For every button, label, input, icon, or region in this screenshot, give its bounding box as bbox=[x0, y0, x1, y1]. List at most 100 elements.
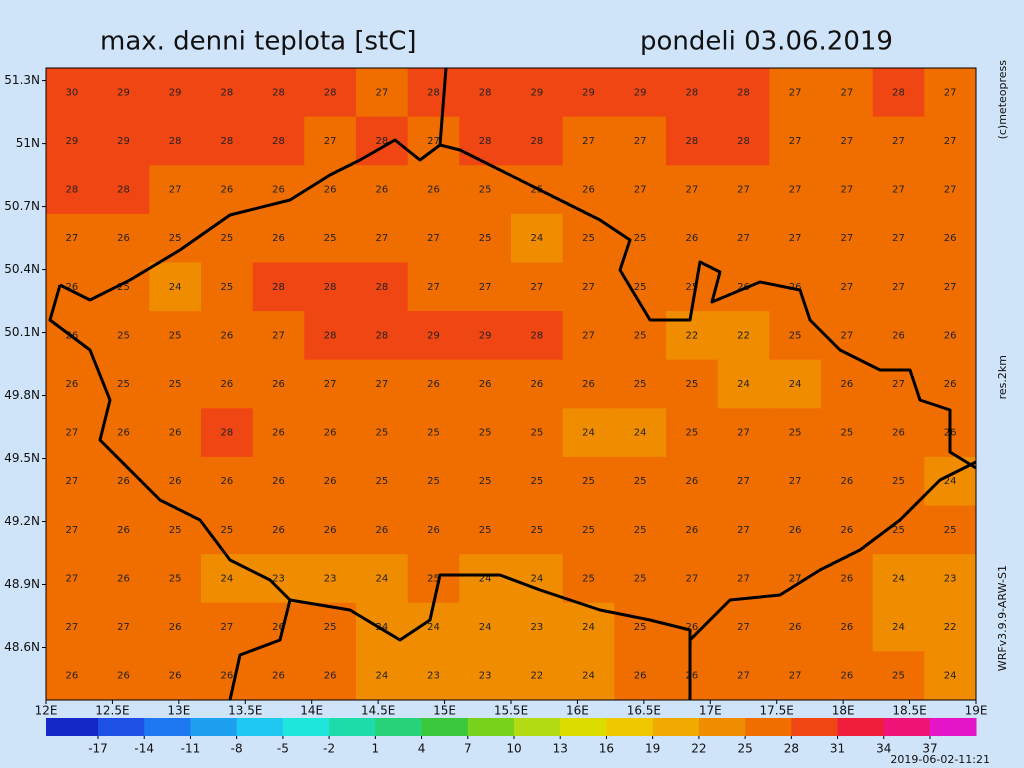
cell-label: 27 bbox=[840, 330, 853, 341]
temperature-cell bbox=[821, 262, 874, 312]
cell-label: 27 bbox=[840, 233, 853, 244]
colorbar-segment bbox=[606, 718, 654, 736]
temperature-cell bbox=[511, 602, 564, 652]
cell-label: 26 bbox=[840, 525, 853, 536]
colorbar-segment bbox=[698, 718, 746, 736]
cell-label: 29 bbox=[117, 87, 130, 98]
cell-label: 27 bbox=[65, 428, 78, 439]
temperature-cell bbox=[252, 456, 305, 507]
cell-label: 27 bbox=[65, 476, 78, 487]
temperature-cell bbox=[562, 554, 615, 604]
cell-label: 26 bbox=[117, 428, 130, 439]
temperature-cell bbox=[666, 68, 719, 118]
temperature-cell bbox=[149, 408, 202, 458]
temperature-cell bbox=[614, 505, 667, 555]
cell-label: 28 bbox=[685, 87, 698, 98]
temperature-cell bbox=[459, 68, 512, 118]
cell-label: 27 bbox=[65, 233, 78, 244]
temperature-cell bbox=[614, 408, 667, 458]
cell-label: 26 bbox=[789, 282, 802, 293]
cell-label: 26 bbox=[169, 671, 182, 682]
cell-label: 26 bbox=[272, 622, 285, 633]
temperature-cell bbox=[459, 116, 512, 166]
x-tick-label: 19E bbox=[965, 704, 988, 718]
cell-label: 25 bbox=[789, 428, 802, 439]
temperature-cell bbox=[97, 213, 150, 263]
temperature-cell bbox=[614, 651, 667, 701]
temperature-cell bbox=[872, 262, 925, 312]
cell-label: 23 bbox=[427, 671, 440, 682]
temperature-cell bbox=[769, 213, 822, 263]
cell-label: 26 bbox=[789, 622, 802, 633]
cell-label: 26 bbox=[169, 476, 182, 487]
cell-label: 25 bbox=[892, 476, 905, 487]
cell-label: 27 bbox=[582, 282, 595, 293]
cell-label: 26 bbox=[840, 573, 853, 584]
cell-label: 28 bbox=[117, 185, 130, 196]
colorbar-label: 19 bbox=[645, 742, 660, 756]
cell-label: 28 bbox=[427, 87, 440, 98]
cell-label: 27 bbox=[789, 185, 802, 196]
temperature-cell bbox=[252, 554, 305, 604]
cell-label: 28 bbox=[65, 185, 78, 196]
temperature-cell bbox=[717, 311, 770, 361]
cell-label: 22 bbox=[737, 330, 750, 341]
y-tick-label: 49.8N bbox=[4, 388, 40, 402]
cell-label: 29 bbox=[169, 87, 182, 98]
cell-label: 25 bbox=[582, 476, 595, 487]
cell-label: 28 bbox=[220, 428, 233, 439]
cell-label: 26 bbox=[117, 573, 130, 584]
temperature-cell bbox=[252, 359, 305, 409]
cell-label: 27 bbox=[789, 136, 802, 147]
temperature-cell bbox=[924, 554, 977, 604]
cell-label: 22 bbox=[944, 622, 957, 633]
cell-label: 25 bbox=[117, 282, 130, 293]
cell-label: 24 bbox=[375, 573, 388, 584]
cell-label: 25 bbox=[220, 233, 233, 244]
cell-label: 27 bbox=[427, 282, 440, 293]
cell-label: 27 bbox=[375, 379, 388, 390]
cell-label: 24 bbox=[944, 671, 957, 682]
cell-label: 27 bbox=[737, 525, 750, 536]
cell-label: 26 bbox=[117, 525, 130, 536]
temperature-cell bbox=[46, 505, 99, 555]
cell-label: 25 bbox=[634, 233, 647, 244]
cell-label: 27 bbox=[840, 136, 853, 147]
cell-label: 25 bbox=[479, 428, 492, 439]
cell-label: 27 bbox=[427, 233, 440, 244]
cell-label: 27 bbox=[634, 136, 647, 147]
cell-label: 27 bbox=[375, 87, 388, 98]
cell-label: 25 bbox=[634, 379, 647, 390]
temperature-cell bbox=[769, 602, 822, 652]
temperature-cell bbox=[511, 68, 564, 118]
cell-label: 26 bbox=[324, 525, 337, 536]
y-tick-label: 50.7N bbox=[4, 199, 40, 213]
cell-label: 28 bbox=[324, 282, 337, 293]
cell-label: 25 bbox=[582, 573, 595, 584]
cell-label: 27 bbox=[892, 379, 905, 390]
temperature-cell bbox=[252, 505, 305, 555]
temperature-cell bbox=[872, 213, 925, 263]
colorbar-label: 31 bbox=[830, 742, 845, 756]
colorbar-segment bbox=[282, 718, 330, 736]
temperature-cell bbox=[459, 554, 512, 604]
temperature-cell bbox=[149, 651, 202, 701]
temperature-cell bbox=[201, 505, 254, 555]
cell-label: 24 bbox=[892, 622, 905, 633]
temperature-cell bbox=[872, 408, 925, 458]
temperature-cell bbox=[511, 262, 564, 312]
cell-label: 26 bbox=[117, 671, 130, 682]
temperature-cell bbox=[407, 456, 460, 507]
cell-label: 25 bbox=[169, 573, 182, 584]
temperature-cell bbox=[924, 359, 977, 409]
cell-label: 25 bbox=[220, 282, 233, 293]
cell-label: 28 bbox=[530, 136, 543, 147]
cell-label: 26 bbox=[272, 525, 285, 536]
cell-label: 26 bbox=[324, 476, 337, 487]
temperature-cell bbox=[511, 505, 564, 555]
cell-label: 24 bbox=[169, 282, 182, 293]
temperature-cell bbox=[407, 165, 460, 215]
cell-label: 29 bbox=[117, 136, 130, 147]
y-tick-label: 49.2N bbox=[4, 514, 40, 528]
cell-label: 26 bbox=[944, 330, 957, 341]
